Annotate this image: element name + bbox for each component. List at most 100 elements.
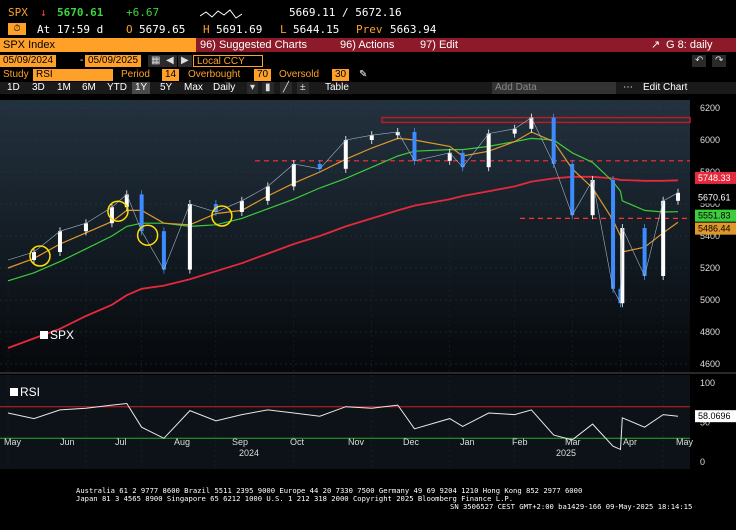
price-axis-tick: 5000 bbox=[700, 295, 720, 305]
month-label: Jul bbox=[115, 437, 127, 447]
low-value: 5644.15 bbox=[293, 23, 340, 36]
range-ytd[interactable]: YTD bbox=[107, 82, 127, 93]
date-separator: - bbox=[80, 55, 84, 66]
date-from-field[interactable]: 05/09/2024 bbox=[0, 55, 57, 67]
draw-tools-icon[interactable]: ╱ bbox=[280, 82, 293, 94]
chart-toolbar: 1D 3D 1M 6M YTD 1Y 5Y Max Daily ▾ ▮ ╱ ± … bbox=[0, 82, 736, 94]
oversold-field[interactable]: 30 bbox=[332, 69, 350, 81]
overbought-field[interactable]: 70 bbox=[254, 69, 272, 81]
price-candle bbox=[529, 117, 534, 129]
suggested-charts-menu[interactable]: 96) Suggested Charts bbox=[200, 39, 308, 51]
rsi-panel-background bbox=[0, 375, 690, 469]
last-price-value: 5670.61 bbox=[698, 193, 731, 203]
price-change: +6.67 bbox=[126, 6, 160, 19]
price-candle bbox=[139, 194, 144, 232]
study-field[interactable]: RSI bbox=[33, 69, 113, 81]
range-1y[interactable]: 1Y bbox=[132, 82, 151, 94]
price-candle bbox=[239, 200, 244, 212]
month-label: Apr bbox=[623, 437, 638, 447]
prev-period-icon[interactable]: ◀ bbox=[163, 55, 177, 67]
menu-bar: SPX Index 96) Suggested Charts 96) Actio… bbox=[0, 38, 736, 52]
rsi-axis-tick: 100 bbox=[700, 378, 715, 388]
rsi-value-tag bbox=[695, 410, 736, 423]
security-field[interactable]: SPX Index bbox=[0, 38, 196, 52]
range-5y[interactable]: 5Y bbox=[160, 82, 173, 93]
range-1m[interactable]: 1M bbox=[57, 82, 71, 93]
settings-icon[interactable]: ⋯ bbox=[623, 82, 633, 93]
ma20-tag bbox=[695, 222, 736, 235]
edit-study-icon[interactable]: ✎ bbox=[359, 69, 368, 80]
range-6m[interactable]: 6M bbox=[82, 82, 96, 93]
rsi-legend: RSI bbox=[10, 385, 40, 399]
currency-select[interactable]: Local CCY bbox=[193, 55, 263, 67]
frequency-select[interactable]: Daily bbox=[213, 82, 236, 93]
price-candle bbox=[676, 192, 680, 201]
range-1d[interactable]: 1D bbox=[7, 82, 20, 93]
undo-icon[interactable]: ↶ bbox=[692, 55, 707, 67]
range-3d[interactable]: 3D bbox=[32, 82, 45, 93]
ma20-line bbox=[7, 131, 679, 269]
price-candle bbox=[395, 132, 400, 136]
price-axis-tick: 5200 bbox=[700, 263, 720, 273]
date-to-field[interactable]: 05/09/2025 bbox=[85, 55, 142, 67]
sparkline-icon bbox=[200, 9, 242, 19]
zoom-icon[interactable]: ± bbox=[297, 82, 309, 94]
ma50-tag bbox=[695, 209, 736, 222]
period-field[interactable]: 14 bbox=[162, 69, 180, 81]
edit-menu[interactable]: 97) Edit bbox=[420, 39, 458, 51]
legend-rsi-label: RSI bbox=[20, 385, 41, 399]
price-chart[interactable]: 6200600058005600540052005000480046005748… bbox=[0, 95, 736, 469]
quote-time: At 17:59 d bbox=[37, 23, 104, 36]
year-label: 2024 bbox=[239, 448, 260, 458]
highlight-circle bbox=[211, 205, 233, 227]
ma50-value: 5551.83 bbox=[698, 211, 731, 221]
highlight-circle bbox=[29, 245, 51, 267]
month-label: Feb bbox=[512, 437, 528, 447]
edit-chart-button[interactable]: Edit Chart bbox=[643, 82, 688, 93]
add-data-input[interactable]: Add Data bbox=[492, 82, 616, 94]
actions-menu[interactable]: 96) Actions bbox=[340, 39, 395, 51]
year-label: 2025 bbox=[556, 448, 577, 458]
link-icon[interactable]: ↗ bbox=[651, 39, 661, 51]
price-line bbox=[7, 117, 679, 304]
ticker-symbol: SPX bbox=[8, 6, 28, 19]
candle-type-icon[interactable]: ▮ bbox=[262, 82, 274, 94]
price-candle bbox=[620, 228, 625, 304]
redo-icon[interactable]: ↷ bbox=[712, 55, 727, 67]
price-candle bbox=[570, 164, 575, 216]
price-candle bbox=[642, 228, 647, 276]
next-period-icon[interactable]: ▶ bbox=[178, 55, 192, 67]
legend-swatch bbox=[40, 331, 48, 339]
price-axis-tick: 5400 bbox=[700, 231, 720, 241]
overbought-label: Overbought bbox=[188, 69, 241, 80]
price-candle bbox=[187, 204, 192, 270]
low-label: L bbox=[280, 23, 287, 36]
table-button[interactable]: Table bbox=[325, 82, 349, 93]
study-controls: Study RSI Period 14 Overbought 70 Overso… bbox=[0, 69, 736, 82]
price-candle bbox=[31, 252, 36, 260]
price-candle bbox=[551, 117, 556, 164]
price-candle bbox=[412, 132, 417, 161]
month-label: Mar bbox=[565, 437, 581, 447]
price-candle bbox=[265, 186, 270, 201]
price-candle bbox=[512, 128, 517, 134]
rsi-value: 58.0696 bbox=[698, 411, 731, 421]
last-price-tag bbox=[695, 191, 736, 204]
date-controls: 05/09/2024 - 05/09/2025 ▦ ◀ ▶ Local CCY … bbox=[0, 55, 736, 68]
ma20-value: 5486.44 bbox=[698, 224, 731, 234]
bid-ask: 5669.11 / 5672.16 bbox=[289, 6, 402, 19]
month-label: Jan bbox=[460, 437, 475, 447]
study-label: Study bbox=[3, 69, 29, 80]
delay-icon: ⏱ bbox=[8, 23, 26, 35]
range-max[interactable]: Max bbox=[184, 82, 203, 93]
ma50-line bbox=[7, 137, 679, 282]
price-candle bbox=[57, 231, 62, 252]
rsi-axis-tick: 0 bbox=[700, 457, 705, 467]
price-candle bbox=[124, 194, 129, 208]
window-label: G 8: daily bbox=[666, 39, 713, 51]
prev-label: Prev bbox=[356, 23, 383, 36]
calendar-icon[interactable]: ▦ bbox=[148, 55, 164, 67]
price-candle bbox=[291, 164, 296, 187]
frequency-dropdown-icon[interactable]: ▾ bbox=[247, 82, 259, 94]
ma200-value: 5748.33 bbox=[698, 173, 731, 183]
